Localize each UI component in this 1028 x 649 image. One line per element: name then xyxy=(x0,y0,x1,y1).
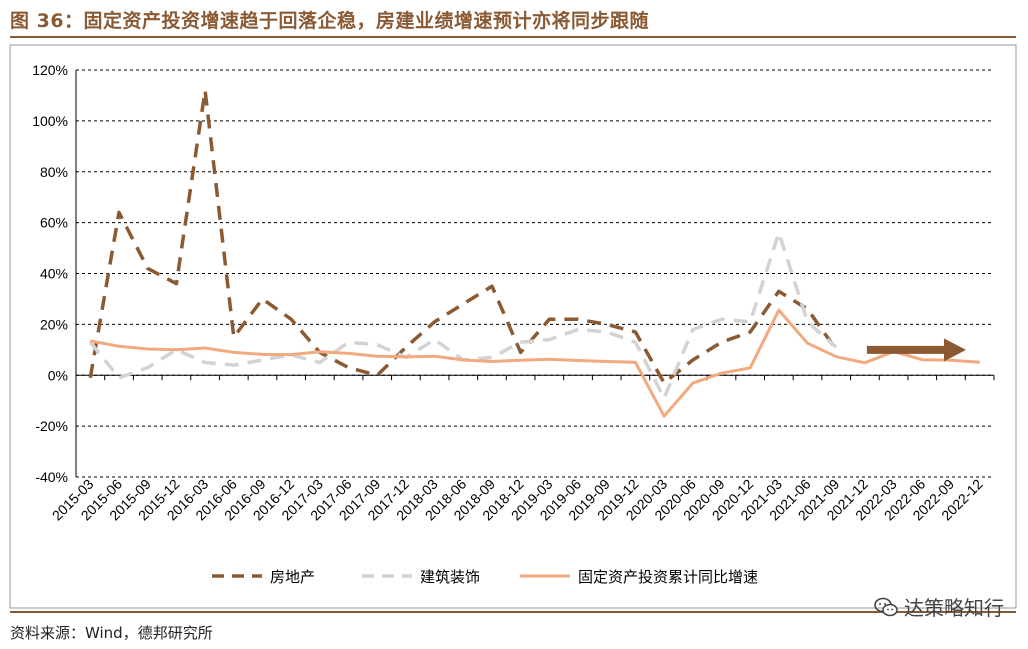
source-note: 资料来源：Wind，德邦研究所 xyxy=(10,624,213,642)
y-tick-label: 60% xyxy=(40,215,68,231)
y-tick-label: -20% xyxy=(35,418,68,434)
wechat-icon xyxy=(874,597,898,616)
chart-frame xyxy=(9,44,1017,609)
source-rule xyxy=(10,611,1016,613)
legend-label: 建筑装饰 xyxy=(420,568,480,586)
series-fixed-asset xyxy=(90,308,980,418)
title-rule xyxy=(10,36,1016,38)
watermark: 达策略知行 xyxy=(874,592,1004,621)
trend-arrow xyxy=(866,338,966,362)
y-tick-label: 40% xyxy=(40,266,68,282)
y-tick-label: -40% xyxy=(35,469,68,485)
series-real-estate xyxy=(88,88,838,385)
y-tick-label: 120% xyxy=(32,62,68,78)
figure-title: 图 36：固定资产投资增速趋于回落企稳，房建业绩增速预计亦将同步跟随 xyxy=(10,10,650,32)
y-tick-label: 100% xyxy=(32,113,68,129)
y-tick-label: 80% xyxy=(40,164,68,180)
y-tick-label: 20% xyxy=(40,316,68,332)
legend-label: 房地产 xyxy=(270,568,315,586)
watermark-text: 达策略知行 xyxy=(904,596,1004,620)
y-tick-label: 0% xyxy=(48,367,68,383)
legend-label: 固定资产投资累计同比增速 xyxy=(578,568,758,586)
